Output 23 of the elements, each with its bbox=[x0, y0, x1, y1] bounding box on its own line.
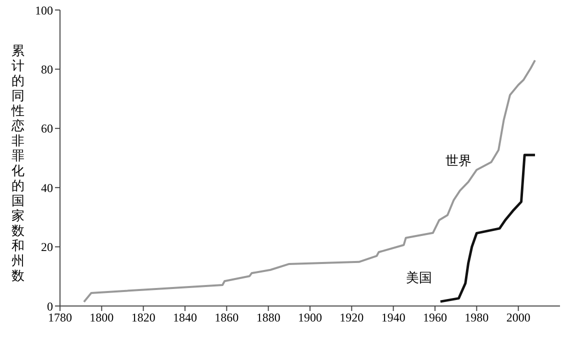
y-tick-label: 40 bbox=[41, 180, 53, 195]
x-tick-label: 1900 bbox=[298, 310, 322, 325]
x-tick-label: 1860 bbox=[214, 310, 239, 325]
x-tick-label: 1880 bbox=[256, 310, 280, 325]
x-tick-label: 1800 bbox=[90, 310, 114, 325]
x-tick-label: 1940 bbox=[381, 310, 406, 325]
x-tick-label: 1960 bbox=[423, 310, 447, 325]
x-tick-label: 1820 bbox=[131, 310, 156, 325]
y-tick-label: 80 bbox=[41, 62, 53, 76]
y-tick-label: 100 bbox=[35, 3, 53, 18]
y-tick-label: 0 bbox=[47, 299, 53, 314]
y-tick-label: 60 bbox=[41, 122, 53, 136]
text: 累计的同性恋非罪化的国家数和州数 bbox=[12, 44, 24, 284]
y-tick-label: 20 bbox=[41, 240, 53, 254]
line-series bbox=[82, 59, 536, 303]
series-label: 美国 bbox=[406, 270, 432, 287]
x-tick-label: 1920 bbox=[340, 310, 364, 325]
series-label: 世界 bbox=[445, 152, 472, 170]
x-tick-label: 1780 bbox=[48, 310, 72, 325]
x-tick-label: 1980 bbox=[464, 310, 489, 325]
line-series bbox=[439, 154, 536, 303]
x-tick-label: 1840 bbox=[173, 310, 197, 325]
x-tick-label: 2000 bbox=[506, 310, 530, 325]
